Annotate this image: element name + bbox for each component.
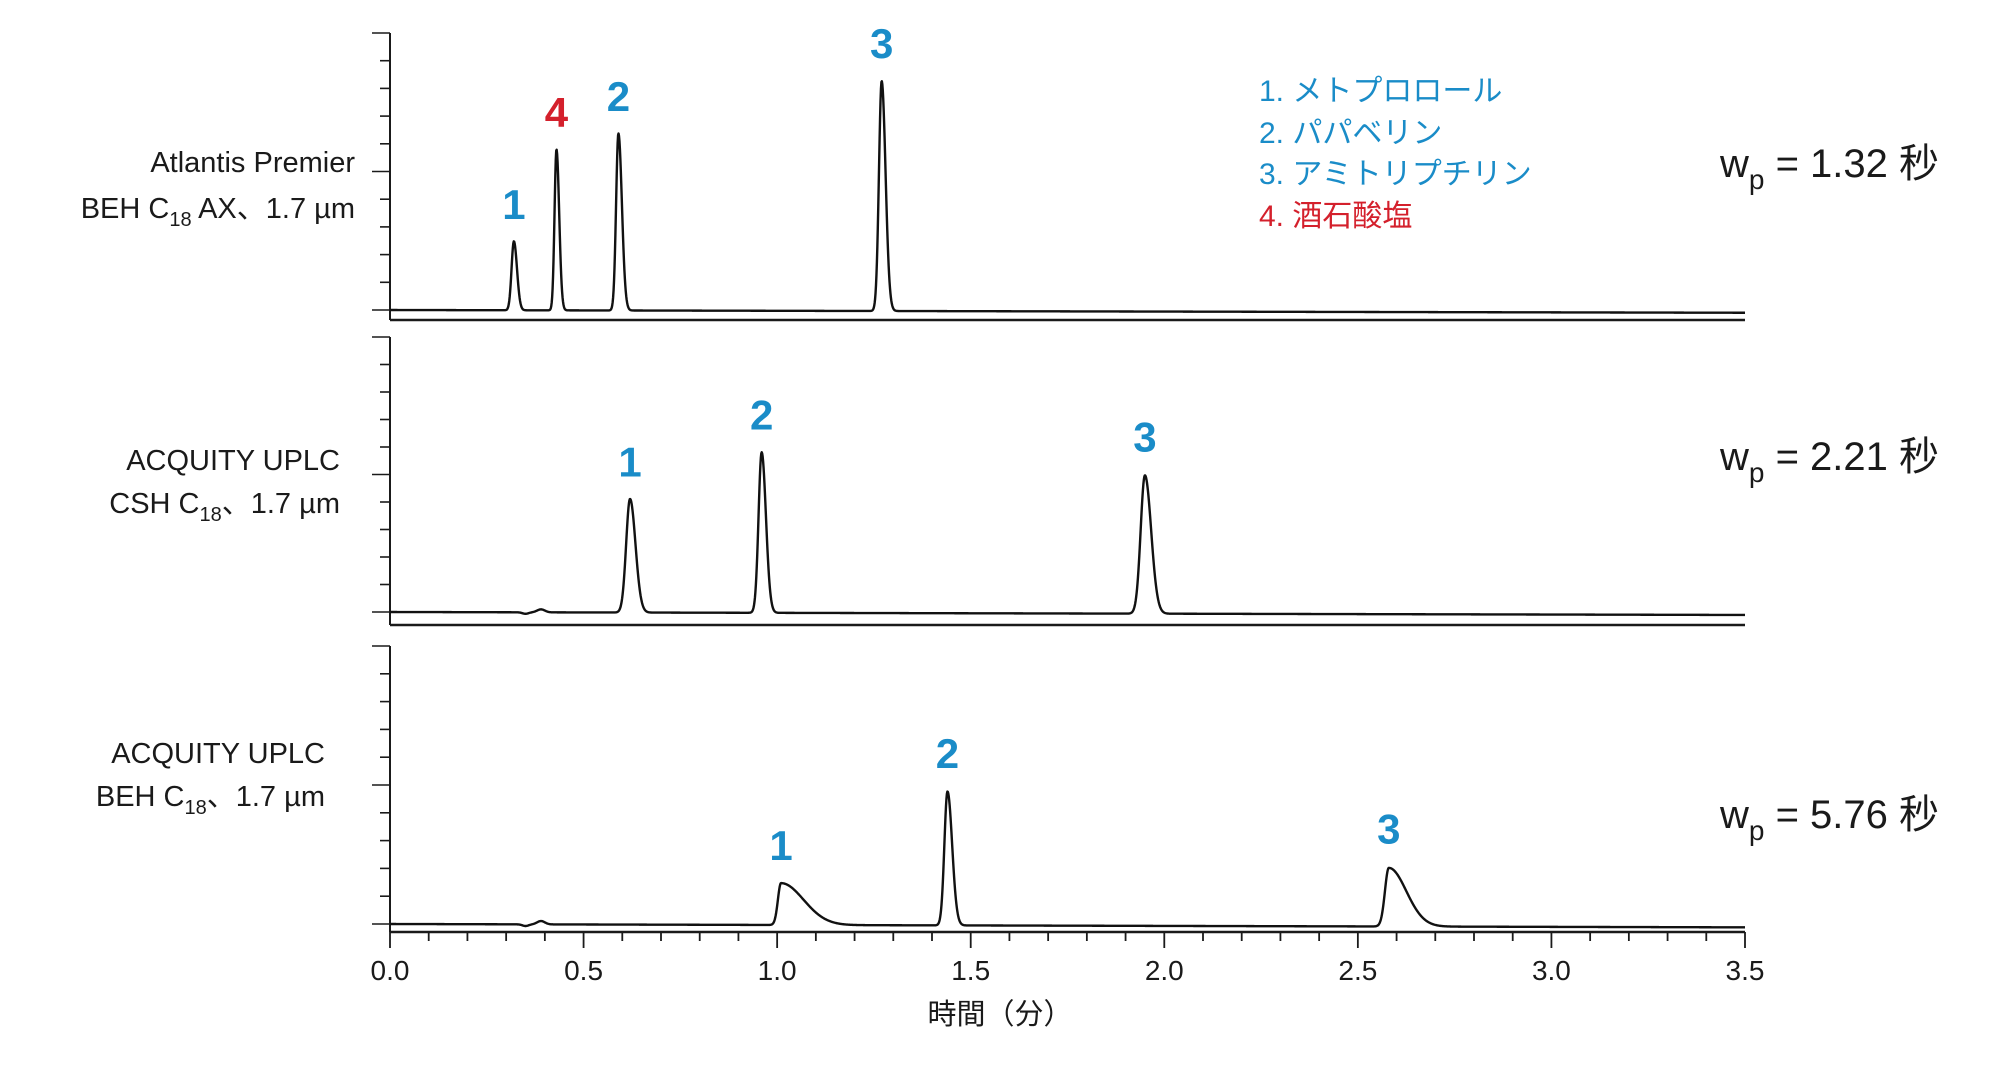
column-name-line1: ACQUITY UPLC [111, 738, 325, 770]
column-name-line2: BEH C18 AX、1.7 µm [81, 193, 355, 231]
chromatogram-trace [389, 80, 1746, 314]
x-tick-label: 3.5 [1726, 955, 1765, 986]
legend-item-1: 1. メトプロロール [1259, 75, 1502, 108]
legend: 1. メトプロロール 2. パパベリン 3. アミトリプチリン 4. 酒石酸塩 [1259, 75, 1532, 233]
peak-label-3: 3 [870, 20, 893, 67]
chromatogram-trace [389, 451, 1746, 617]
peak-label-1: 1 [502, 181, 525, 228]
peak-width-label: wp = 5.76 秒 [1719, 793, 1939, 846]
peak-label-4: 4 [545, 89, 569, 136]
x-tick-label: 1.0 [758, 955, 797, 986]
peak-label-2: 2 [750, 391, 773, 438]
x-tick-label: 0.0 [371, 955, 410, 986]
x-tick-label: 2.5 [1338, 955, 1377, 986]
legend-item-3: 3. アミトリプチリン [1259, 158, 1532, 191]
column-name-line2: BEH C18、1.7 µm [96, 781, 325, 819]
peak-width-label: wp = 1.32 秒 [1719, 142, 1939, 195]
column-name-line1: Atlantis Premier [150, 147, 355, 179]
x-tick-label: 3.0 [1532, 955, 1571, 986]
peak-label-2: 2 [936, 730, 959, 777]
peak-label-1: 1 [618, 438, 641, 485]
panel-1: 14 2 3 Atlantis Premier BEH C18 AX、1.7 µm wp … [81, 20, 1939, 322]
legend-item-2: 2. パパベリン [1259, 117, 1442, 150]
column-name-line1: ACQUITY UPLC [126, 445, 340, 477]
panel-3: 1 2 3 ACQUITY UPLC BEH C18、1.7 µm wp = 5.76 秒 [96, 645, 1939, 934]
x-axis: 0.0 0.5 1.0 1.5 2.0 2.5 3.0 3.5 [371, 932, 1765, 986]
peak-width-label: wp = 2.21 秒 [1719, 435, 1939, 488]
chromatogram-trace [389, 790, 1746, 929]
legend-item-4: 4. 酒石酸塩 [1259, 200, 1412, 233]
x-tick-label: 0.5 [564, 955, 603, 986]
peak-label-3: 3 [1133, 414, 1156, 461]
column-name-line2: CSH C18、1.7 µm [109, 488, 340, 526]
x-axis-title: 時間（分） [927, 998, 1072, 1031]
peak-label-3: 3 [1377, 805, 1400, 852]
panel-2: 1 2 3 ACQUITY UPLC CSH C18、1.7 µm wp = 2.21 秒 [109, 336, 1939, 627]
peak-label-2: 2 [607, 73, 630, 120]
x-tick-label: 2.0 [1145, 955, 1184, 986]
x-tick-label: 1.5 [951, 955, 990, 986]
peak-label-1: 1 [769, 822, 792, 869]
